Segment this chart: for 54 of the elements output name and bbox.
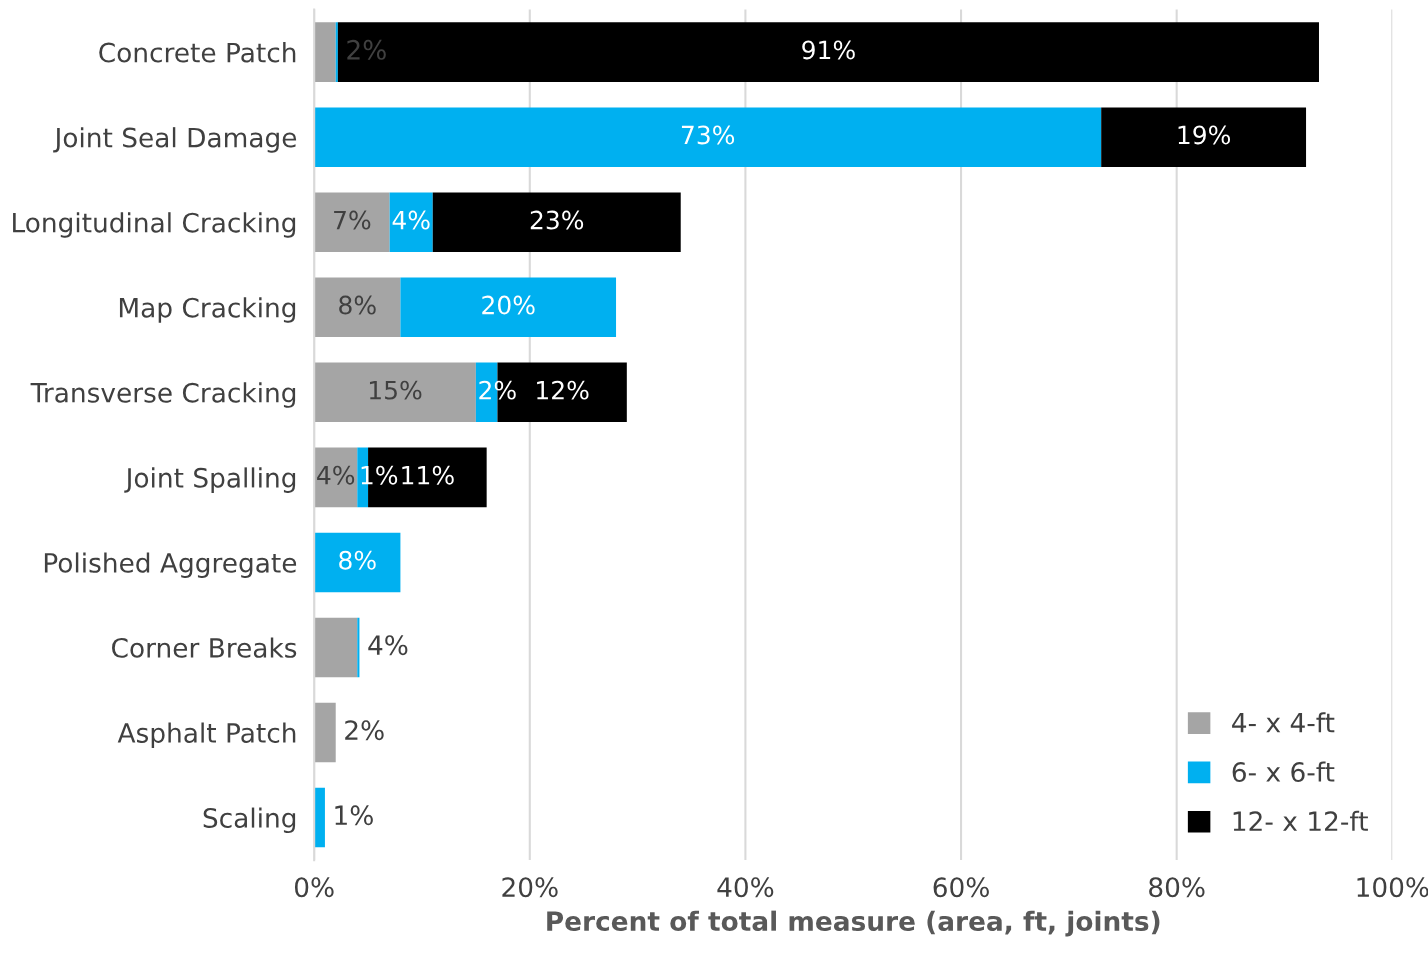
bar — [335, 22, 338, 82]
x-tick-label: 20% — [502, 877, 558, 898]
legend-label: 6- x 6-ft — [1232, 761, 1335, 782]
y-tick-label: Scaling — [203, 807, 296, 834]
y-tick-label: Concrete Patch — [99, 42, 296, 63]
data-label: 7% — [334, 210, 371, 230]
data-label: 12% — [537, 380, 589, 400]
data-label: 8% — [339, 550, 376, 570]
data-label: 73% — [681, 125, 735, 145]
bar — [314, 192, 390, 252]
data-label: 23% — [530, 210, 584, 230]
legend-label: 4- x 4-ft — [1232, 712, 1335, 733]
legend-label: 12- x 12-ft — [1233, 810, 1368, 831]
bar — [314, 532, 401, 593]
data-label: 2% — [479, 380, 516, 400]
data-label: 15% — [369, 380, 422, 400]
bar — [389, 192, 433, 252]
y-tick-label: Asphalt Patch — [117, 722, 296, 749]
bar — [314, 702, 336, 763]
data-label: 20% — [482, 295, 535, 315]
bar — [357, 617, 360, 678]
data-label: 4% — [392, 210, 430, 230]
data-label: 2% — [347, 39, 386, 60]
y-tick-label: Longitudinal Cracking — [13, 212, 296, 238]
x-tick-label: 0% — [294, 877, 334, 898]
data-label: 19% — [1178, 125, 1231, 145]
data-label: 4% — [368, 635, 408, 656]
bar — [314, 617, 358, 678]
data-label: 4% — [317, 465, 355, 485]
y-tick-label: Polished Aggregate — [44, 552, 297, 578]
data-label: 11% — [402, 465, 454, 485]
data-label: 8% — [339, 295, 376, 315]
x-tick-label: 60% — [933, 877, 989, 898]
y-tick-label: Joint Seal Damage — [53, 127, 297, 153]
x-tick-label: 40% — [717, 877, 774, 898]
bar — [314, 787, 325, 848]
bar — [400, 277, 617, 338]
x-tick-label: 80% — [1149, 877, 1205, 898]
y-tick-label: Transverse Cracking — [30, 382, 296, 408]
x-tick-label: 100% — [1357, 877, 1428, 898]
data-label: 2% — [345, 720, 384, 741]
y-tick-label: Map Cracking — [119, 297, 296, 323]
bar — [337, 22, 1319, 82]
data-label: 91% — [802, 40, 855, 60]
bar — [1101, 107, 1307, 167]
bar — [314, 107, 1102, 167]
y-tick-label: Joint Spalling — [124, 467, 296, 493]
bar — [432, 192, 681, 252]
y-tick-label: Corner Breaks — [112, 637, 297, 658]
x-axis-title: Percent of total measure (area, ft, joints) — [547, 910, 1160, 937]
data-label: 1% — [335, 805, 373, 826]
bar — [314, 277, 401, 338]
bar — [314, 362, 476, 423]
bar — [314, 22, 336, 82]
